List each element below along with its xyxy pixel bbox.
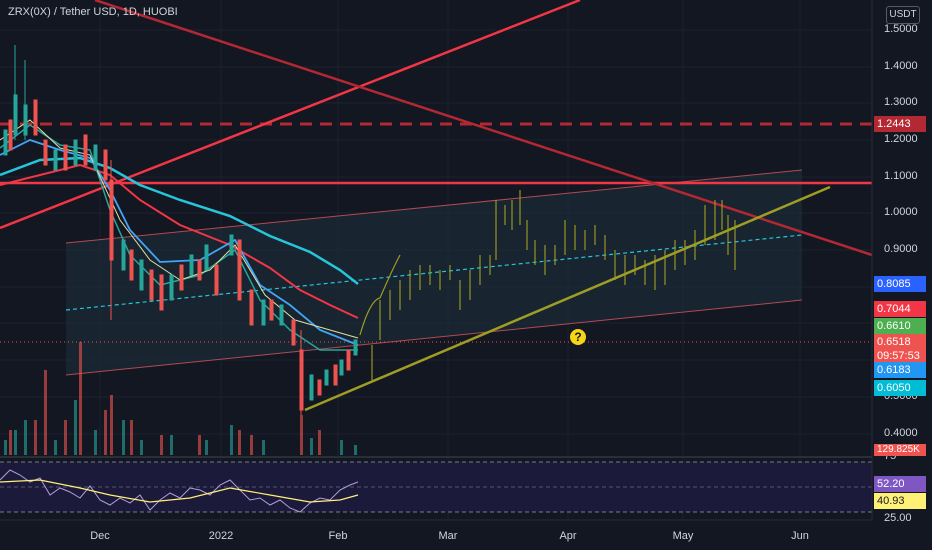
rsi-ma-value-label: 40.93 — [874, 493, 926, 509]
rsi-ma-line — [0, 479, 359, 503]
price-label: 0.6050 — [874, 380, 926, 396]
time-label: May — [672, 530, 694, 542]
ma-blue — [0, 139, 359, 346]
current-price-label: 0.6518 — [874, 334, 926, 350]
time-label: Jun — [791, 530, 809, 542]
time-label: Apr — [559, 530, 577, 542]
time-axis[interactable] — [0, 522, 872, 550]
time-label: 2022 — [208, 530, 234, 542]
price-label: 0.6610 — [874, 318, 926, 334]
trendline-rising-red[interactable] — [0, 0, 581, 230]
symbol-title[interactable]: ZRX(0X) / Tether USD, 1D, HUOBI — [8, 6, 178, 18]
price-tick: 1.2000 — [884, 133, 918, 145]
time-label: Dec — [90, 530, 110, 542]
volume-bars — [4, 342, 357, 455]
price-scale-bg[interactable] — [872, 0, 932, 520]
forecast-arrows — [359, 254, 401, 336]
rsi-line — [0, 469, 359, 513]
price-tick: 1.0000 — [884, 206, 918, 218]
price-tick: 1.1000 — [884, 170, 918, 182]
projected-bars — [371, 190, 736, 380]
price-label: 0.8085 — [874, 276, 926, 292]
candles[interactable] — [3, 45, 358, 415]
price-label: 0.7044 — [874, 301, 926, 317]
channel-mid — [65, 234, 803, 311]
currency-button[interactable]: USDT — [886, 6, 920, 24]
question-icon[interactable]: ? — [570, 329, 586, 345]
rsi-tick: 25.00 — [884, 512, 912, 524]
bar-countdown: 09:57:53 — [874, 348, 926, 364]
price-tick: 0.9000 — [884, 243, 918, 255]
rsi-value-label: 52.20 — [874, 476, 926, 492]
price-label: 1.2443 — [874, 116, 926, 132]
price-label: 0.6183 — [874, 362, 926, 378]
volume-label: 129.825K — [874, 444, 926, 456]
trendline-falling-red[interactable] — [94, 0, 873, 257]
channel-lower — [65, 299, 803, 376]
price-tick: 0.4000 — [884, 427, 918, 439]
regression-channel[interactable] — [66, 170, 802, 375]
time-label: Mar — [438, 530, 458, 542]
trendline-olive[interactable] — [304, 185, 831, 412]
price-tick: 1.3000 — [884, 96, 918, 108]
time-label: Feb — [328, 530, 348, 542]
price-tick: 1.4000 — [884, 60, 918, 72]
price-tick: 1.5000 — [884, 23, 918, 35]
